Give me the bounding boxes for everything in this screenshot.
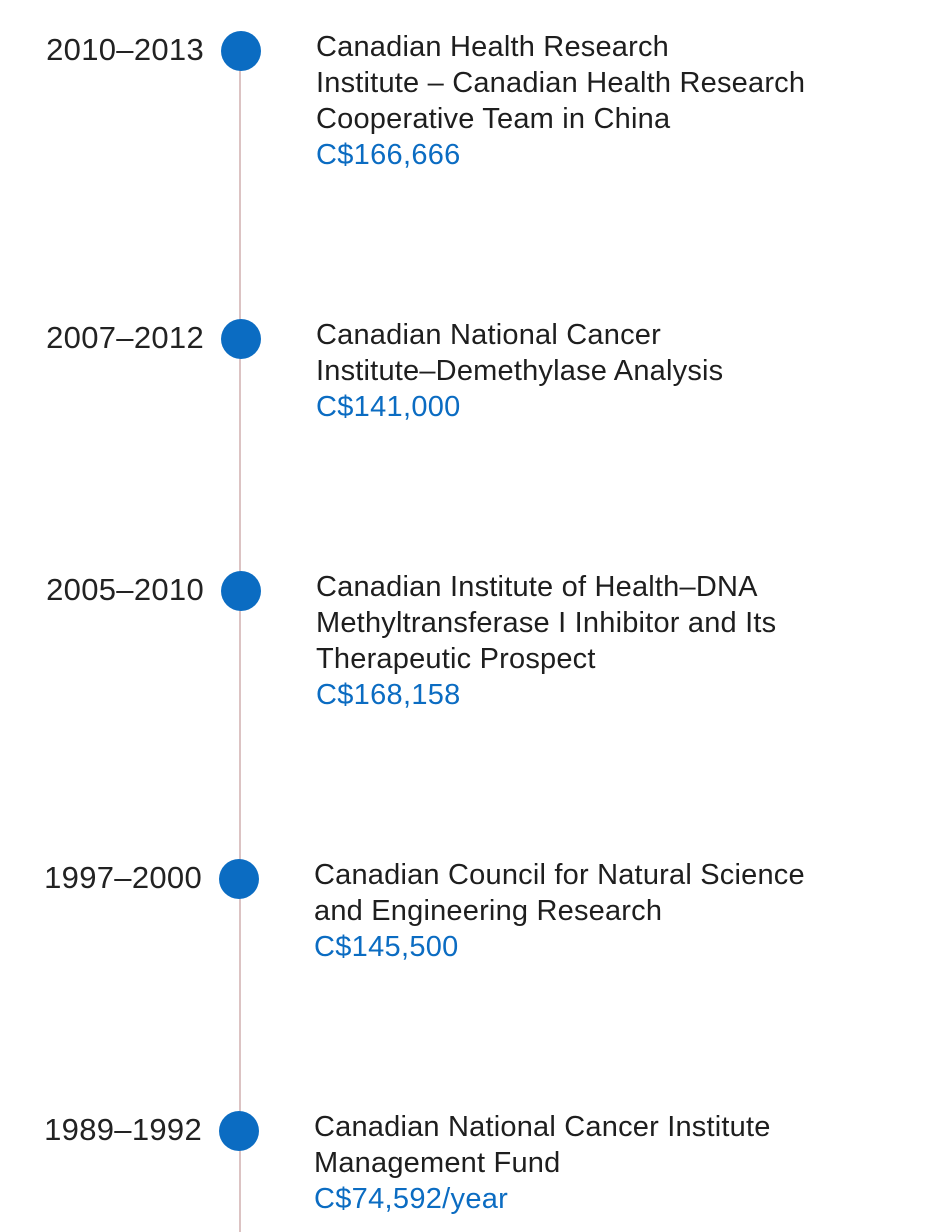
entry-title-line: Canadian Institute of Health–DNA bbox=[316, 571, 758, 603]
entry-details: Canadian National Cancer Institute Manag… bbox=[314, 1109, 874, 1217]
entry-title-line: Methyltransferase I Inhibitor and Its bbox=[316, 607, 777, 639]
entry-years: 2007–2012 bbox=[46, 320, 204, 355]
entry-details: Canadian Health Research Institute – Can… bbox=[316, 29, 876, 173]
entry-amount: C$74,592/year bbox=[314, 1183, 509, 1215]
timeline-dot bbox=[221, 571, 261, 611]
entry-amount: C$141,000 bbox=[316, 391, 461, 423]
entry-title-line: Institute–Demethylase Analysis bbox=[316, 355, 724, 387]
timeline-dot bbox=[219, 1111, 259, 1151]
entry-title-line: and Engineering Research bbox=[314, 895, 663, 927]
entry-years: 1989–1992 bbox=[44, 1112, 202, 1147]
entry-amount: C$145,500 bbox=[314, 931, 459, 963]
entry-details: Canadian Council for Natural Science and… bbox=[314, 857, 874, 965]
entry-title-line: Canadian National Cancer Institute bbox=[314, 1111, 771, 1143]
entry-title-line: Institute – Canadian Health Research bbox=[316, 67, 806, 99]
entry-years: 1997–2000 bbox=[44, 860, 202, 895]
entry-title-line: Canadian Health Research bbox=[316, 31, 670, 63]
entry-title-line: Canadian National Cancer bbox=[316, 319, 661, 351]
timeline-line bbox=[239, 40, 241, 1232]
entry-title-line: Management Fund bbox=[314, 1147, 561, 1179]
timeline-dot bbox=[221, 31, 261, 71]
entry-title-line: Therapeutic Prospect bbox=[316, 643, 596, 675]
entry-details: Canadian Institute of Health–DNA Methylt… bbox=[316, 569, 876, 713]
entry-title-line: Cooperative Team in China bbox=[316, 103, 671, 135]
entry-details: Canadian National Cancer Institute–Demet… bbox=[316, 317, 876, 425]
entry-amount: C$168,158 bbox=[316, 679, 461, 711]
entry-years: 2010–2013 bbox=[46, 32, 204, 67]
timeline-dot bbox=[219, 859, 259, 899]
entry-years: 2005–2010 bbox=[46, 572, 204, 607]
timeline-dot bbox=[221, 319, 261, 359]
entry-title-line: Canadian Council for Natural Science bbox=[314, 859, 805, 891]
entry-amount: C$166,666 bbox=[316, 139, 461, 171]
